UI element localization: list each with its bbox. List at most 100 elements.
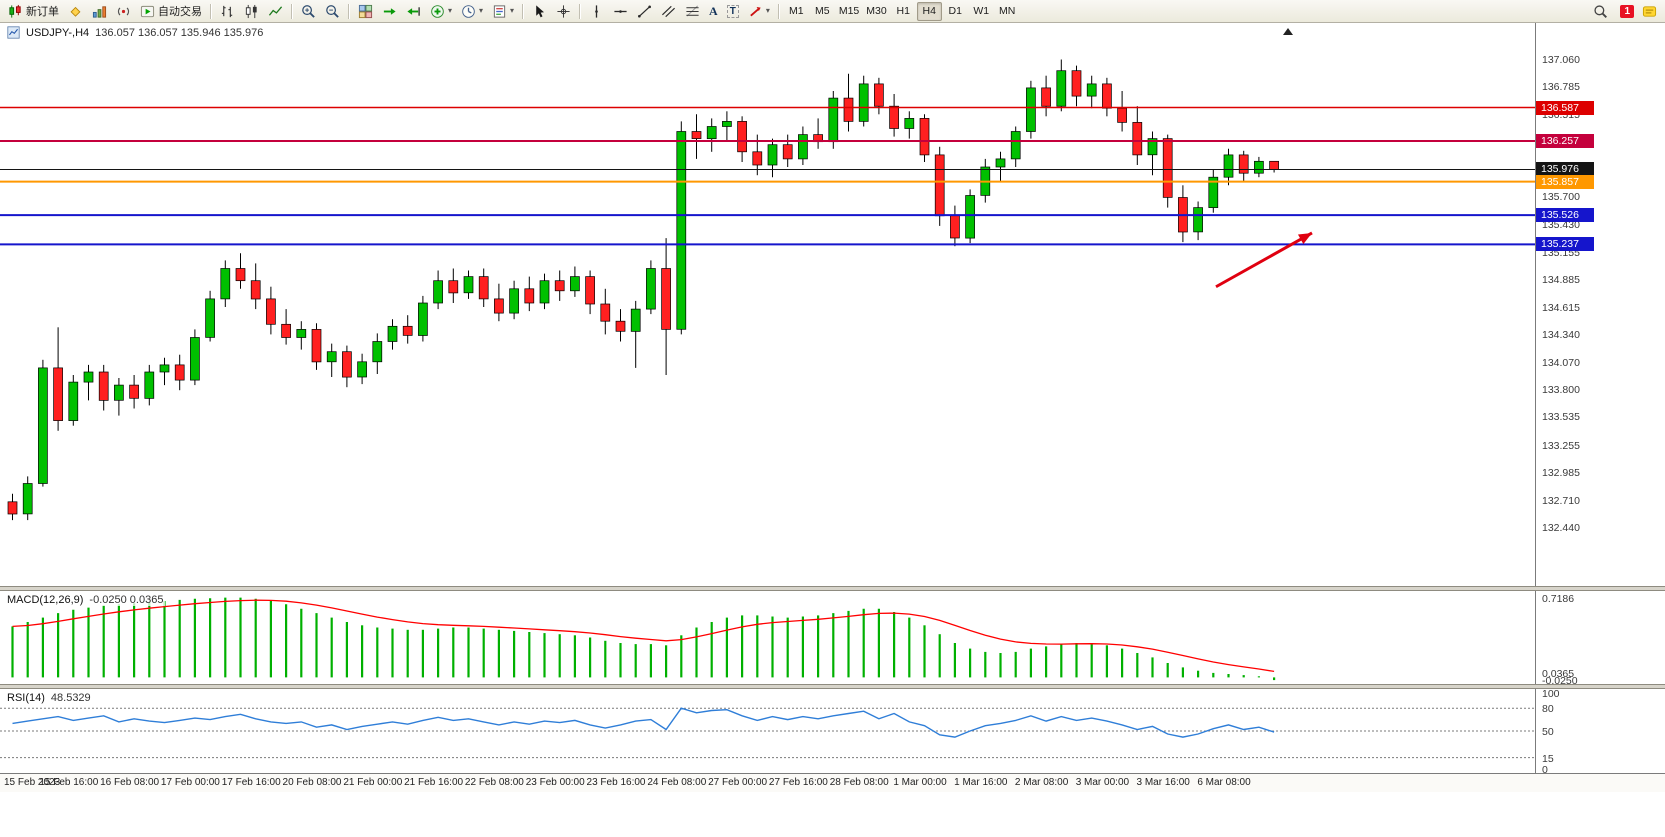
- templates-icon: [493, 4, 506, 18]
- zoom-in-icon: [302, 4, 315, 18]
- price-badge-135.857: 135.857: [1536, 174, 1594, 189]
- profiles-icon: [70, 6, 81, 17]
- timeframe-w1-button[interactable]: W1: [969, 2, 994, 21]
- alerts-icon: [117, 7, 130, 15]
- price-tick: 136.785: [1542, 81, 1580, 94]
- toolbar-right-group: 1: [1589, 2, 1661, 21]
- time-tick: 20 Feb 08:00: [282, 777, 342, 788]
- time-axis[interactable]: 15 Feb 2023 15 Feb 16:00 16 Feb 08:00 17 Fe…: [0, 773, 1665, 792]
- notifications-badge[interactable]: 1: [1620, 4, 1634, 18]
- toolbar-separator: [777, 3, 780, 19]
- macd-axis-label: 0.0365: [1542, 668, 1575, 681]
- time-tick: 2 Mar 08:00: [1014, 777, 1069, 788]
- timeframe-h4-button[interactable]: H4: [916, 1, 942, 21]
- timeframe-mn-button[interactable]: MN: [995, 2, 1020, 21]
- timeframe-m1-button[interactable]: M1: [784, 2, 809, 21]
- autotrading-button[interactable]: 自动交易: [136, 2, 206, 21]
- time-tick: 1 Mar 00:00: [893, 777, 947, 788]
- rsi-label: RSI(14) 48.5329: [5, 692, 93, 704]
- bar-chart-mode-button[interactable]: [216, 2, 239, 21]
- toolbar-separator: [348, 3, 350, 19]
- time-tick: 15 Feb 16:00: [39, 777, 99, 788]
- time-tick: 27 Feb 16:00: [768, 777, 828, 788]
- periods-button[interactable]: ▾: [457, 2, 487, 21]
- arrow-tool-icon: [750, 6, 761, 16]
- time-tick: 17 Feb 16:00: [221, 777, 281, 788]
- horizontal-line-tool-button[interactable]: [609, 2, 632, 21]
- price-axis[interactable]: 137.060 136.785 136.515 135.700 135.430 135.1…: [1535, 23, 1665, 776]
- zoom-in-button[interactable]: [297, 2, 320, 21]
- panel-divider[interactable]: [0, 586, 1665, 591]
- timeframe-m30-button[interactable]: M30: [863, 2, 889, 21]
- crosshair-tool-button[interactable]: [552, 2, 575, 21]
- panel-divider[interactable]: [0, 684, 1665, 689]
- rsi-line: [12, 707, 1275, 738]
- channel-tool-button[interactable]: [657, 2, 680, 21]
- horizontal-line-icon: [614, 9, 627, 13]
- arrows-tool-button[interactable]: ▾: [744, 2, 774, 21]
- chart-shift-button[interactable]: [402, 2, 425, 21]
- trend-arrow[interactable]: [1215, 231, 1313, 289]
- cursor-icon: [536, 4, 545, 17]
- price-badge-135.526: 135.526: [1536, 208, 1594, 223]
- cursor-tool-button[interactable]: [528, 2, 551, 21]
- fibonacci-tool-button[interactable]: [681, 2, 704, 21]
- rsi-axis-label: 0: [1542, 764, 1548, 776]
- price-panel-canvas[interactable]: [0, 23, 1535, 586]
- timeframe-m5-button[interactable]: M5: [810, 2, 835, 21]
- rsi-axis-label: 80: [1542, 703, 1554, 716]
- auto-scroll-button[interactable]: [378, 2, 401, 21]
- price-tick: 132.440: [1542, 522, 1580, 535]
- price-tick: 133.535: [1542, 411, 1580, 424]
- macd-values: -0.0250 0.0365: [89, 594, 164, 606]
- bottom-filler: [0, 791, 1665, 836]
- time-tick: 15 Feb 2023: [4, 777, 61, 788]
- new-order-button[interactable]: 新订单: [4, 2, 63, 21]
- toolbar-separator: [522, 3, 525, 19]
- timeframe-m15-button[interactable]: M15: [836, 2, 862, 21]
- new-order-icon: [9, 4, 21, 18]
- templates-button[interactable]: ▾: [488, 2, 518, 21]
- indicators-icon: [431, 4, 444, 18]
- market-watch-button[interactable]: [88, 2, 111, 21]
- toolbar-separator: [579, 3, 582, 19]
- tile-windows-button[interactable]: [354, 2, 377, 21]
- price-tick: 134.340: [1542, 329, 1580, 342]
- rsi-panel-canvas[interactable]: [0, 689, 1535, 773]
- vertical-line-tool-button[interactable]: [585, 2, 608, 21]
- price-tick: 133.255: [1542, 439, 1580, 452]
- search-button[interactable]: [1589, 2, 1612, 21]
- candlestick-icon: [245, 4, 257, 18]
- zoom-out-button[interactable]: [321, 2, 344, 21]
- timeframe-d1-button[interactable]: D1: [943, 2, 968, 21]
- alerts-button[interactable]: [112, 2, 135, 21]
- macd-panel-canvas[interactable]: [0, 591, 1535, 684]
- candlestick-mode-button[interactable]: [240, 2, 263, 21]
- text-tool-button[interactable]: A: [705, 2, 722, 21]
- rsi-indicator-name: RSI(14): [7, 692, 45, 704]
- yellow-status-icon[interactable]: [1642, 4, 1657, 19]
- price-tick: 133.800: [1542, 384, 1580, 397]
- text-tool-icon: A: [709, 3, 718, 18]
- vertical-line-icon: [595, 4, 598, 18]
- timeframe-group: M1 M5 M15 M30 H1 H4 D1 W1 MN: [784, 1, 1020, 21]
- macd-indicator-name: MACD(12,26,9): [7, 594, 84, 606]
- indicators-button[interactable]: ▾: [426, 2, 456, 21]
- time-tick: 23 Feb 16:00: [586, 777, 646, 788]
- trendline-tool-button[interactable]: [633, 2, 656, 21]
- time-tick: 24 Feb 08:00: [647, 777, 707, 788]
- chevron-down-icon: ▾: [765, 6, 770, 15]
- price-badge-135.237: 135.237: [1536, 237, 1594, 252]
- scroll-to-end-marker[interactable]: [1283, 28, 1293, 35]
- timeframe-h1-button[interactable]: H1: [891, 2, 916, 21]
- label-tool-button[interactable]: T: [723, 2, 743, 21]
- new-order-label: 新订单: [26, 6, 59, 18]
- line-chart-mode-button[interactable]: [264, 2, 287, 21]
- time-tick: 22 Feb 08:00: [464, 777, 524, 788]
- tile-windows-icon: [358, 4, 373, 18]
- auto-scroll-icon: [383, 7, 396, 15]
- profiles-button[interactable]: [64, 2, 87, 21]
- rsi-axis-label: 50: [1542, 726, 1554, 738]
- rsi-axis-label: 100: [1542, 688, 1560, 700]
